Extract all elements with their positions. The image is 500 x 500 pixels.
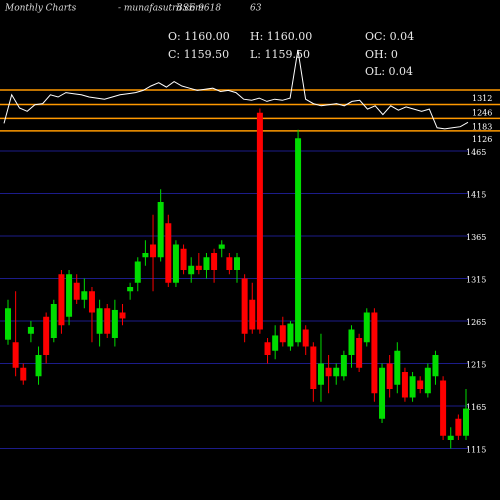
y-tick-label: 1265 [466, 318, 486, 327]
candle-body [150, 244, 157, 258]
candle-body [172, 244, 179, 283]
candle-body [386, 363, 393, 389]
candle-body [66, 274, 73, 317]
candle-body [302, 329, 309, 347]
level-label: 1246 [472, 108, 492, 117]
candle-body [142, 253, 149, 258]
candle-body [218, 244, 225, 249]
y-tick-label: 1365 [466, 233, 486, 242]
candle-body [195, 265, 202, 270]
candle-body [287, 323, 294, 347]
candle-body [295, 138, 302, 343]
ohlc-info: OL: 0.04 [365, 65, 413, 78]
candle-body [20, 367, 27, 381]
candle-body [226, 257, 233, 270]
symbol: BSE 9618 [175, 4, 221, 14]
candle-body [73, 282, 80, 300]
level-label: 1126 [472, 135, 492, 144]
candle-body [310, 346, 317, 389]
y-tick-label: 1165 [466, 403, 486, 412]
candle-body [371, 312, 378, 394]
candle-body [12, 342, 19, 368]
candle-body [188, 265, 195, 275]
level-label: 1312 [472, 94, 492, 103]
candle-body [325, 367, 332, 377]
candle-body [272, 335, 279, 351]
code: 63 [250, 4, 262, 14]
candle-body [394, 350, 401, 385]
y-tick-label: 1215 [466, 361, 486, 370]
candle-body [241, 278, 248, 334]
ohlc-info: OC: 0.04 [365, 30, 414, 43]
candle-body [234, 257, 240, 270]
candle-body [409, 376, 416, 398]
candle-body [27, 326, 34, 334]
candle-body [81, 291, 88, 300]
candle-body [363, 312, 370, 343]
ohlc-info: O: 1160.00 [168, 30, 230, 43]
y-tick-label: 1315 [466, 276, 486, 285]
candle-body [424, 367, 431, 394]
candle-body [58, 274, 65, 326]
candle-body [417, 380, 424, 389]
indicator-line [3, 49, 469, 130]
candle-body [165, 223, 172, 283]
candle-body [348, 329, 355, 355]
candle-body [50, 304, 57, 338]
candle-body [180, 248, 187, 270]
candle-body [356, 338, 363, 368]
candle-body [134, 261, 141, 283]
candle-body [317, 363, 324, 385]
candle-body [432, 355, 439, 377]
candle-body [35, 355, 42, 377]
candle-body [88, 291, 95, 313]
candle-body [157, 202, 164, 258]
candle-body [447, 435, 454, 440]
candle-body [127, 287, 134, 292]
candle-body [333, 367, 340, 377]
site: - munafasutra.com [118, 4, 204, 14]
y-tick-label: 1415 [466, 191, 486, 200]
level-label: 1183 [472, 122, 492, 131]
candle-body [203, 257, 210, 270]
candle-body [104, 308, 111, 334]
ohlc-info: OH: 0 [365, 48, 398, 61]
candle-body [43, 316, 50, 355]
chart-title: Monthly Charts [4, 4, 77, 14]
y-tick-label: 1465 [466, 148, 486, 157]
candle-body [111, 309, 118, 338]
candle-body [211, 253, 218, 270]
candle-body [96, 308, 103, 334]
ohlc-info: H: 1160.00 [250, 30, 312, 43]
candle-body [440, 380, 447, 436]
candle-body [463, 408, 469, 436]
candle-body [401, 372, 408, 398]
candle-body [340, 355, 347, 377]
candle-body [119, 312, 126, 319]
candle-body [5, 308, 11, 340]
candle-body [379, 367, 386, 419]
ohlc-info: C: 1159.50 [168, 48, 229, 61]
candle-body [455, 418, 462, 436]
y-tick-label: 1115 [466, 446, 486, 455]
ohlc-info: L: 1159.50 [250, 48, 310, 61]
candle-body [249, 299, 256, 330]
candle-body [264, 342, 271, 355]
candle-body [256, 112, 263, 330]
candle-body [279, 325, 286, 343]
